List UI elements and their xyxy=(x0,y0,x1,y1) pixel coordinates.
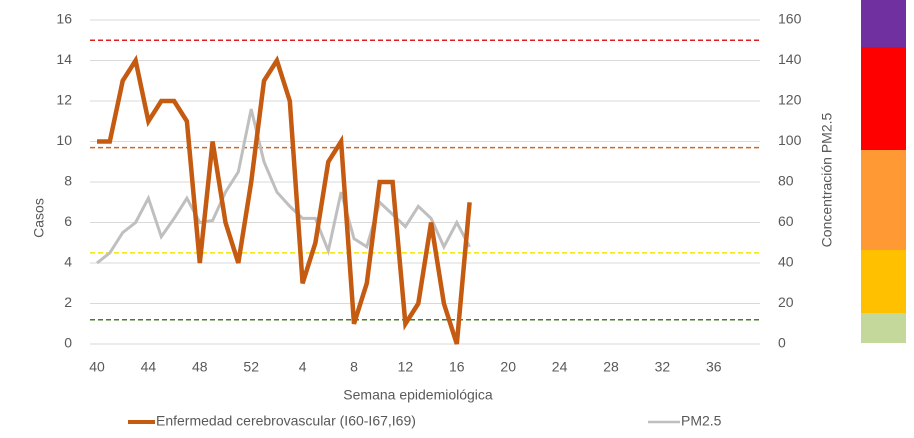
x-tick-label: 24 xyxy=(552,359,568,375)
scale-band xyxy=(861,250,906,313)
y-tick-label: 10 xyxy=(56,132,72,148)
y-tick-label: 0 xyxy=(64,335,72,351)
y2-tick-label: 120 xyxy=(778,92,802,108)
legend-label: PM2.5 xyxy=(681,413,722,429)
y-tick-label: 2 xyxy=(64,294,72,310)
x-tick-label: 20 xyxy=(500,359,516,375)
series-line xyxy=(97,54,472,345)
y2-tick-label: 20 xyxy=(778,294,794,310)
series-line xyxy=(96,108,471,265)
x-tick-label: 40 xyxy=(89,359,105,375)
x-tick-label: 36 xyxy=(706,359,722,375)
y-tick-label: 16 xyxy=(56,11,72,27)
y2-tick-label: 100 xyxy=(778,132,802,148)
y2-tick-label: 160 xyxy=(778,11,802,27)
y-tick-label: 6 xyxy=(64,213,72,229)
x-tick-label: 4 xyxy=(299,359,307,375)
scale-band xyxy=(861,313,906,343)
x-tick-label: 48 xyxy=(192,359,208,375)
x-tick-label: 8 xyxy=(350,359,358,375)
x-tick-label: 12 xyxy=(398,359,414,375)
scale-band xyxy=(861,0,906,47)
y2-tick-label: 80 xyxy=(778,173,794,189)
y2-tick-label: 0 xyxy=(778,335,786,351)
y-axis-title: Casos xyxy=(31,198,47,238)
y2-tick-label: 60 xyxy=(778,213,794,229)
scale-band xyxy=(861,47,906,150)
x-tick-label: 52 xyxy=(243,359,259,375)
x-axis-title: Semana epidemiológica xyxy=(343,387,493,403)
x-tick-label: 16 xyxy=(449,359,465,375)
scale-band xyxy=(861,150,906,250)
y2-tick-label: 140 xyxy=(778,51,802,67)
y-tick-label: 12 xyxy=(56,92,72,108)
legend-label: Enfermedad cerebrovascular (I60-I67,I69) xyxy=(156,413,416,429)
y2-tick-label: 40 xyxy=(778,254,794,270)
x-tick-label: 32 xyxy=(655,359,671,375)
x-tick-label: 44 xyxy=(141,359,157,375)
y-tick-label: 4 xyxy=(64,254,72,270)
y2-axis-title: Concentración PM2.5 xyxy=(819,112,835,247)
y-tick-label: 14 xyxy=(56,51,72,67)
x-tick-label: 28 xyxy=(603,359,619,375)
y-tick-label: 8 xyxy=(64,173,72,189)
